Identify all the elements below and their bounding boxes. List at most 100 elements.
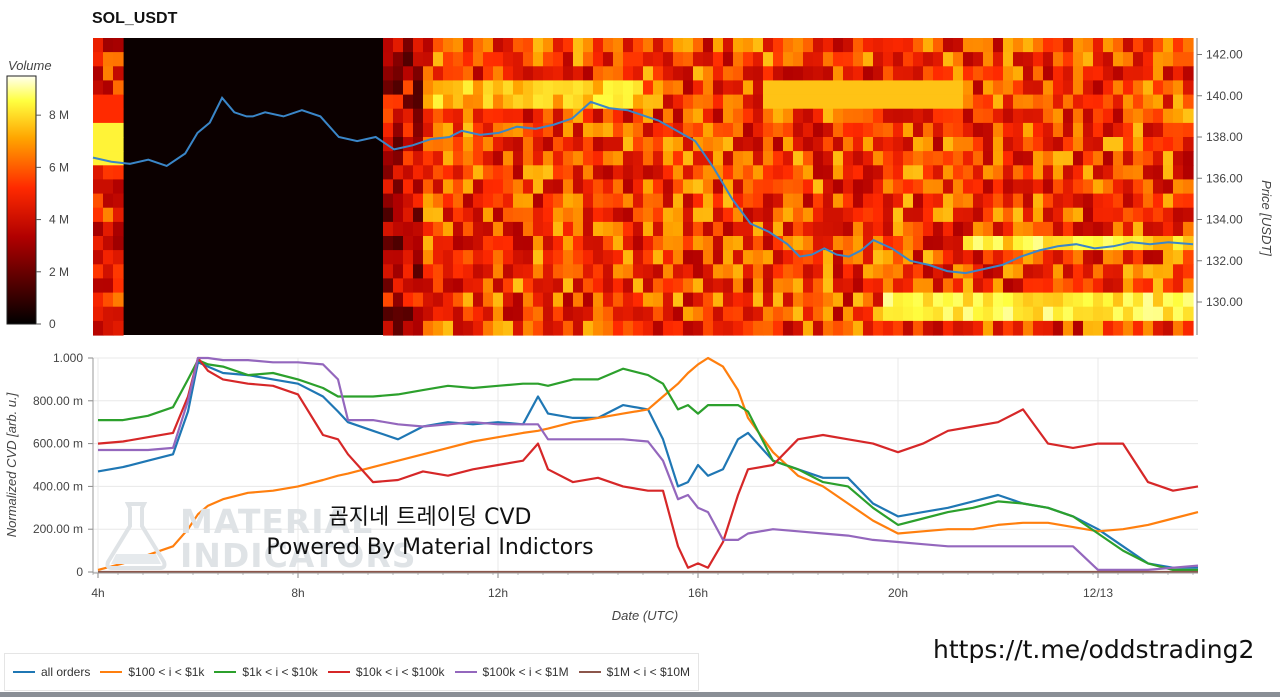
- heatmap-cell: [603, 250, 614, 265]
- price-tick-label: 140.00: [1206, 89, 1243, 103]
- heatmap-cell: [843, 207, 854, 223]
- bottom-scrollbar[interactable]: [0, 692, 1280, 697]
- heatmap-cell: [453, 221, 464, 237]
- heatmap-cell: [1133, 165, 1144, 180]
- heatmap-cell: [823, 122, 834, 138]
- heatmap-cell: [783, 137, 794, 152]
- heatmap-cell: [1033, 137, 1044, 152]
- heatmap-cell: [823, 221, 834, 237]
- heatmap-cell: [533, 292, 544, 308]
- heatmap-cell: [803, 108, 814, 124]
- heatmap-cell: [1163, 38, 1174, 53]
- heatmap-cell: [613, 122, 624, 138]
- heatmap-cell: [1093, 94, 1104, 110]
- heatmap-cell: [623, 236, 634, 251]
- heatmap-cell: [113, 137, 124, 152]
- heatmap-cell: [643, 193, 654, 209]
- heatmap-cell: [853, 80, 864, 96]
- heatmap-cell: [633, 66, 644, 81]
- cvd-series-line: [97, 356, 1199, 571]
- heatmap-cell: [543, 207, 554, 223]
- heatmap-panel[interactable]: Volume 02 M4 M6 M8 M 130.00132.00134.001…: [0, 30, 1280, 342]
- heatmap-cell: [433, 320, 444, 336]
- heatmap-cell: [793, 108, 804, 124]
- heatmap-cell: [833, 151, 844, 166]
- heatmap-cell: [703, 292, 714, 308]
- heatmap-cell: [1033, 108, 1044, 124]
- heatmap-cell: [923, 264, 934, 279]
- heatmap-cell: [923, 137, 934, 152]
- heatmap-cell: [503, 250, 514, 265]
- heatmap-cell: [803, 292, 814, 308]
- heatmap-cell: [773, 193, 784, 209]
- heatmap-cell: [1053, 38, 1064, 53]
- heatmap-cell: [433, 66, 444, 81]
- legend-item[interactable]: $1M < i < $10M: [578, 665, 690, 679]
- heatmap-cell: [453, 108, 464, 124]
- heatmap-cell: [923, 179, 934, 195]
- heatmap-cell: [493, 292, 504, 308]
- legend-item[interactable]: $1k < i < $10k: [214, 665, 318, 679]
- heatmap-cell: [863, 278, 874, 294]
- heatmap-cell: [1033, 52, 1044, 67]
- heatmap-cell: [1143, 80, 1154, 96]
- heatmap-cell: [813, 306, 824, 322]
- heatmap-cell: [1183, 66, 1194, 81]
- heatmap-cell: [983, 292, 994, 308]
- heatmap-cell: [743, 250, 754, 265]
- heatmap-cell: [973, 165, 984, 180]
- heatmap-cell: [693, 52, 704, 67]
- telegram-url[interactable]: https://t.me/oddstrading2: [933, 635, 1255, 664]
- legend-item[interactable]: all orders: [13, 665, 90, 679]
- heatmap-cell: [433, 292, 444, 308]
- heatmap-cell: [403, 108, 414, 124]
- heatmap-cell: [563, 221, 574, 237]
- colorbar-tick-label: 6 M: [49, 160, 69, 174]
- heatmap-cell: [1003, 179, 1014, 195]
- heatmap-cell: [573, 306, 584, 322]
- heatmap-cell: [743, 165, 754, 180]
- heatmap-cell: [413, 80, 424, 96]
- heatmap-cell: [493, 137, 504, 152]
- heatmap-cell: [813, 52, 824, 67]
- legend-item[interactable]: $100 < i < $1k: [100, 665, 204, 679]
- heatmap-cell: [683, 250, 694, 265]
- heatmap-cell: [603, 52, 614, 67]
- heatmap-cell: [503, 292, 514, 308]
- heatmap-cell: [783, 179, 794, 195]
- heatmap-cell: [563, 236, 574, 251]
- heatmap-cell: [1043, 221, 1054, 237]
- heatmap-cell: [913, 66, 924, 81]
- heatmap-cell: [573, 165, 584, 180]
- heatmap-cell: [963, 320, 974, 336]
- heatmap-cell: [673, 165, 684, 180]
- heatmap-cell: [553, 193, 564, 209]
- heatmap-cell: [903, 52, 914, 67]
- heatmap-cell: [723, 165, 734, 180]
- heatmap-cell: [503, 207, 514, 223]
- heatmap-cell: [1123, 137, 1134, 152]
- heatmap-cell: [823, 320, 834, 336]
- heatmap-cell: [883, 52, 894, 67]
- heatmap-cell: [1123, 66, 1134, 81]
- heatmap-cell: [513, 108, 524, 124]
- heatmap-cell: [753, 66, 764, 81]
- heatmap-cell: [493, 66, 504, 81]
- heatmap-cell: [433, 236, 444, 251]
- heatmap-cell: [683, 80, 694, 96]
- heatmap-cell: [753, 292, 764, 308]
- heatmap-cell: [1053, 250, 1064, 265]
- heatmap-cell: [703, 207, 714, 223]
- heatmap-cell: [543, 80, 554, 96]
- legend-item[interactable]: $10k < i < $100k: [327, 665, 445, 679]
- heatmap-cell: [1013, 94, 1024, 110]
- heatmap-cell: [423, 207, 434, 223]
- heatmap-cell: [443, 165, 454, 180]
- heatmap-cell: [773, 165, 784, 180]
- legend-item[interactable]: $100k < i < $1M: [454, 665, 569, 679]
- heatmap-cell: [603, 137, 614, 152]
- heatmap-cell: [1093, 320, 1104, 336]
- heatmap-cell: [763, 221, 774, 237]
- heatmap-cell: [753, 165, 764, 180]
